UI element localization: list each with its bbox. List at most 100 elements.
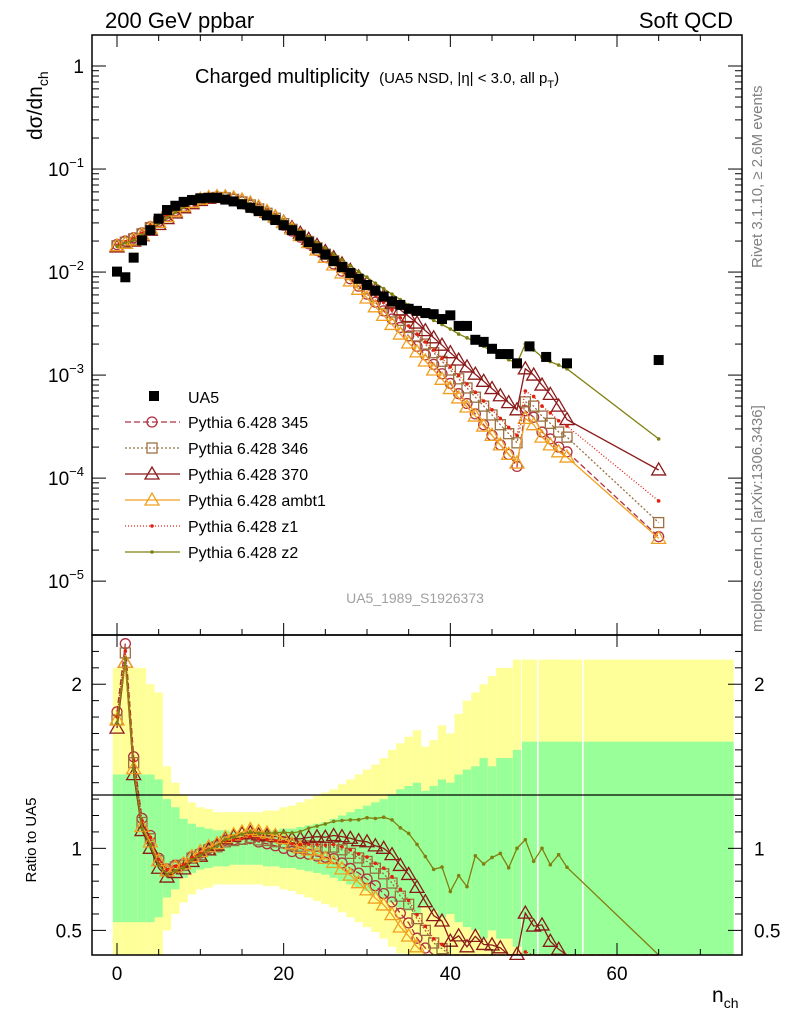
ratio-2-point	[308, 828, 326, 843]
ratio-3-point	[308, 845, 326, 860]
ua5-data-point	[453, 320, 464, 331]
ratio-5-point	[356, 817, 361, 822]
ratio-4-point	[340, 845, 344, 849]
ratio-5-point	[381, 815, 386, 820]
y-tick-label: 10−4	[48, 464, 84, 490]
legend: UA5 Pythia 6.428 345 Pythia 6.428 346 Pythi…	[125, 390, 326, 562]
ratio-2-point	[350, 832, 367, 847]
ratio-5-point	[490, 855, 494, 860]
series-2-point	[492, 387, 509, 402]
ratio-5-point	[506, 866, 511, 870]
series-3-point	[650, 530, 667, 545]
y-tick-label: 10−5	[48, 567, 84, 593]
ratio-inner-band	[121, 774, 130, 923]
plot-title-sub: (UA5 NSD, |η| < 3.0, all p	[379, 70, 547, 87]
ua5-data-point	[487, 343, 497, 354]
series-3-point	[450, 389, 467, 404]
ua5-data-point	[262, 210, 272, 221]
ratio-4-point	[181, 862, 186, 867]
ua5-data-point	[653, 355, 664, 366]
ratio-5-point	[131, 768, 136, 772]
ratio-4-point	[123, 649, 128, 653]
ratio-inner-band	[404, 785, 413, 911]
ratio-inner-band	[487, 766, 497, 931]
ratio-2-point	[408, 879, 426, 894]
ratio-inner-band	[354, 808, 363, 888]
series-3-point	[417, 352, 434, 367]
ua5-data-point	[278, 220, 289, 231]
ratio-5-point	[398, 826, 403, 830]
legend-marker-2	[143, 465, 161, 480]
ua5-data-point	[403, 303, 414, 314]
ratio-inner-band	[229, 831, 238, 865]
ratio-3-point	[342, 866, 359, 881]
ratio-2-point	[425, 907, 442, 922]
series-1-point	[528, 400, 540, 412]
legend-marker-ua5	[149, 391, 159, 401]
ratio-inner-band	[171, 807, 180, 890]
series-1-point	[428, 347, 440, 359]
x-tick-label: 40	[440, 964, 461, 985]
ratio-4-point	[431, 937, 436, 941]
ratio-2-point	[433, 912, 451, 927]
series-2-point	[550, 397, 567, 412]
ua5-data-point	[287, 225, 297, 236]
ratio-3-point	[350, 874, 367, 889]
ratio-5-point	[565, 865, 569, 870]
ratio-5-point	[265, 831, 269, 835]
series-1-point	[544, 417, 556, 430]
ua5-data-point	[395, 299, 406, 310]
series-5-point	[173, 210, 178, 215]
ratio-y-label: Ratio to UA5	[23, 797, 40, 882]
ratio-5-point	[140, 826, 144, 830]
ratio-4-point	[240, 836, 244, 841]
series-2-point	[467, 365, 484, 380]
ratio-5-point	[331, 819, 336, 824]
ua5-data-point	[120, 272, 131, 283]
series-5-point	[323, 246, 328, 251]
ratio-inner-band	[137, 774, 147, 923]
series-5-point	[465, 336, 469, 340]
series-3-point	[492, 436, 509, 451]
ratio-5-point	[348, 818, 353, 822]
ratio-5-point	[190, 858, 194, 862]
ratio-2-point	[417, 893, 434, 908]
ratio-4-point	[165, 867, 169, 872]
ratio-2-point	[508, 946, 526, 961]
ratio-2-point	[475, 936, 492, 951]
ratio-4-point	[156, 857, 161, 862]
ratio-5-point	[373, 816, 378, 821]
ua5-data-point	[524, 341, 535, 352]
series-5-point	[123, 241, 128, 245]
ratio-2-point	[333, 828, 351, 843]
series-5-point	[390, 292, 394, 296]
series-4-point	[448, 365, 453, 369]
ratio-y-tick-label: 2	[71, 675, 82, 696]
ua5-data-point	[320, 249, 331, 260]
ratio-y-tick-label: 0.5	[56, 921, 82, 942]
series-3-point	[458, 398, 476, 413]
series-4-point	[498, 416, 503, 421]
ua5-data-point	[337, 261, 347, 272]
ratio-4-point	[331, 842, 336, 847]
ratio-5-point	[223, 837, 228, 842]
series-4-point	[656, 499, 661, 503]
ratio-inner-band	[552, 741, 582, 955]
series-1-point	[436, 355, 448, 367]
ua5-data-point	[370, 285, 381, 296]
ratio-5-point	[465, 884, 469, 889]
series-4-point	[523, 389, 528, 393]
series-5-point	[656, 437, 661, 441]
series-5-point	[448, 327, 453, 331]
series-5-point	[115, 244, 119, 249]
ua5-data-point	[428, 309, 439, 320]
ratio-5-point	[123, 656, 128, 661]
series-3-point	[442, 380, 459, 395]
series-4-point	[415, 332, 419, 336]
series-1-point	[653, 516, 665, 529]
ratio-3-point	[408, 938, 426, 953]
series-2-point	[433, 336, 451, 351]
ratio-4-point	[315, 842, 319, 847]
x-tick-label: 20	[273, 964, 294, 985]
